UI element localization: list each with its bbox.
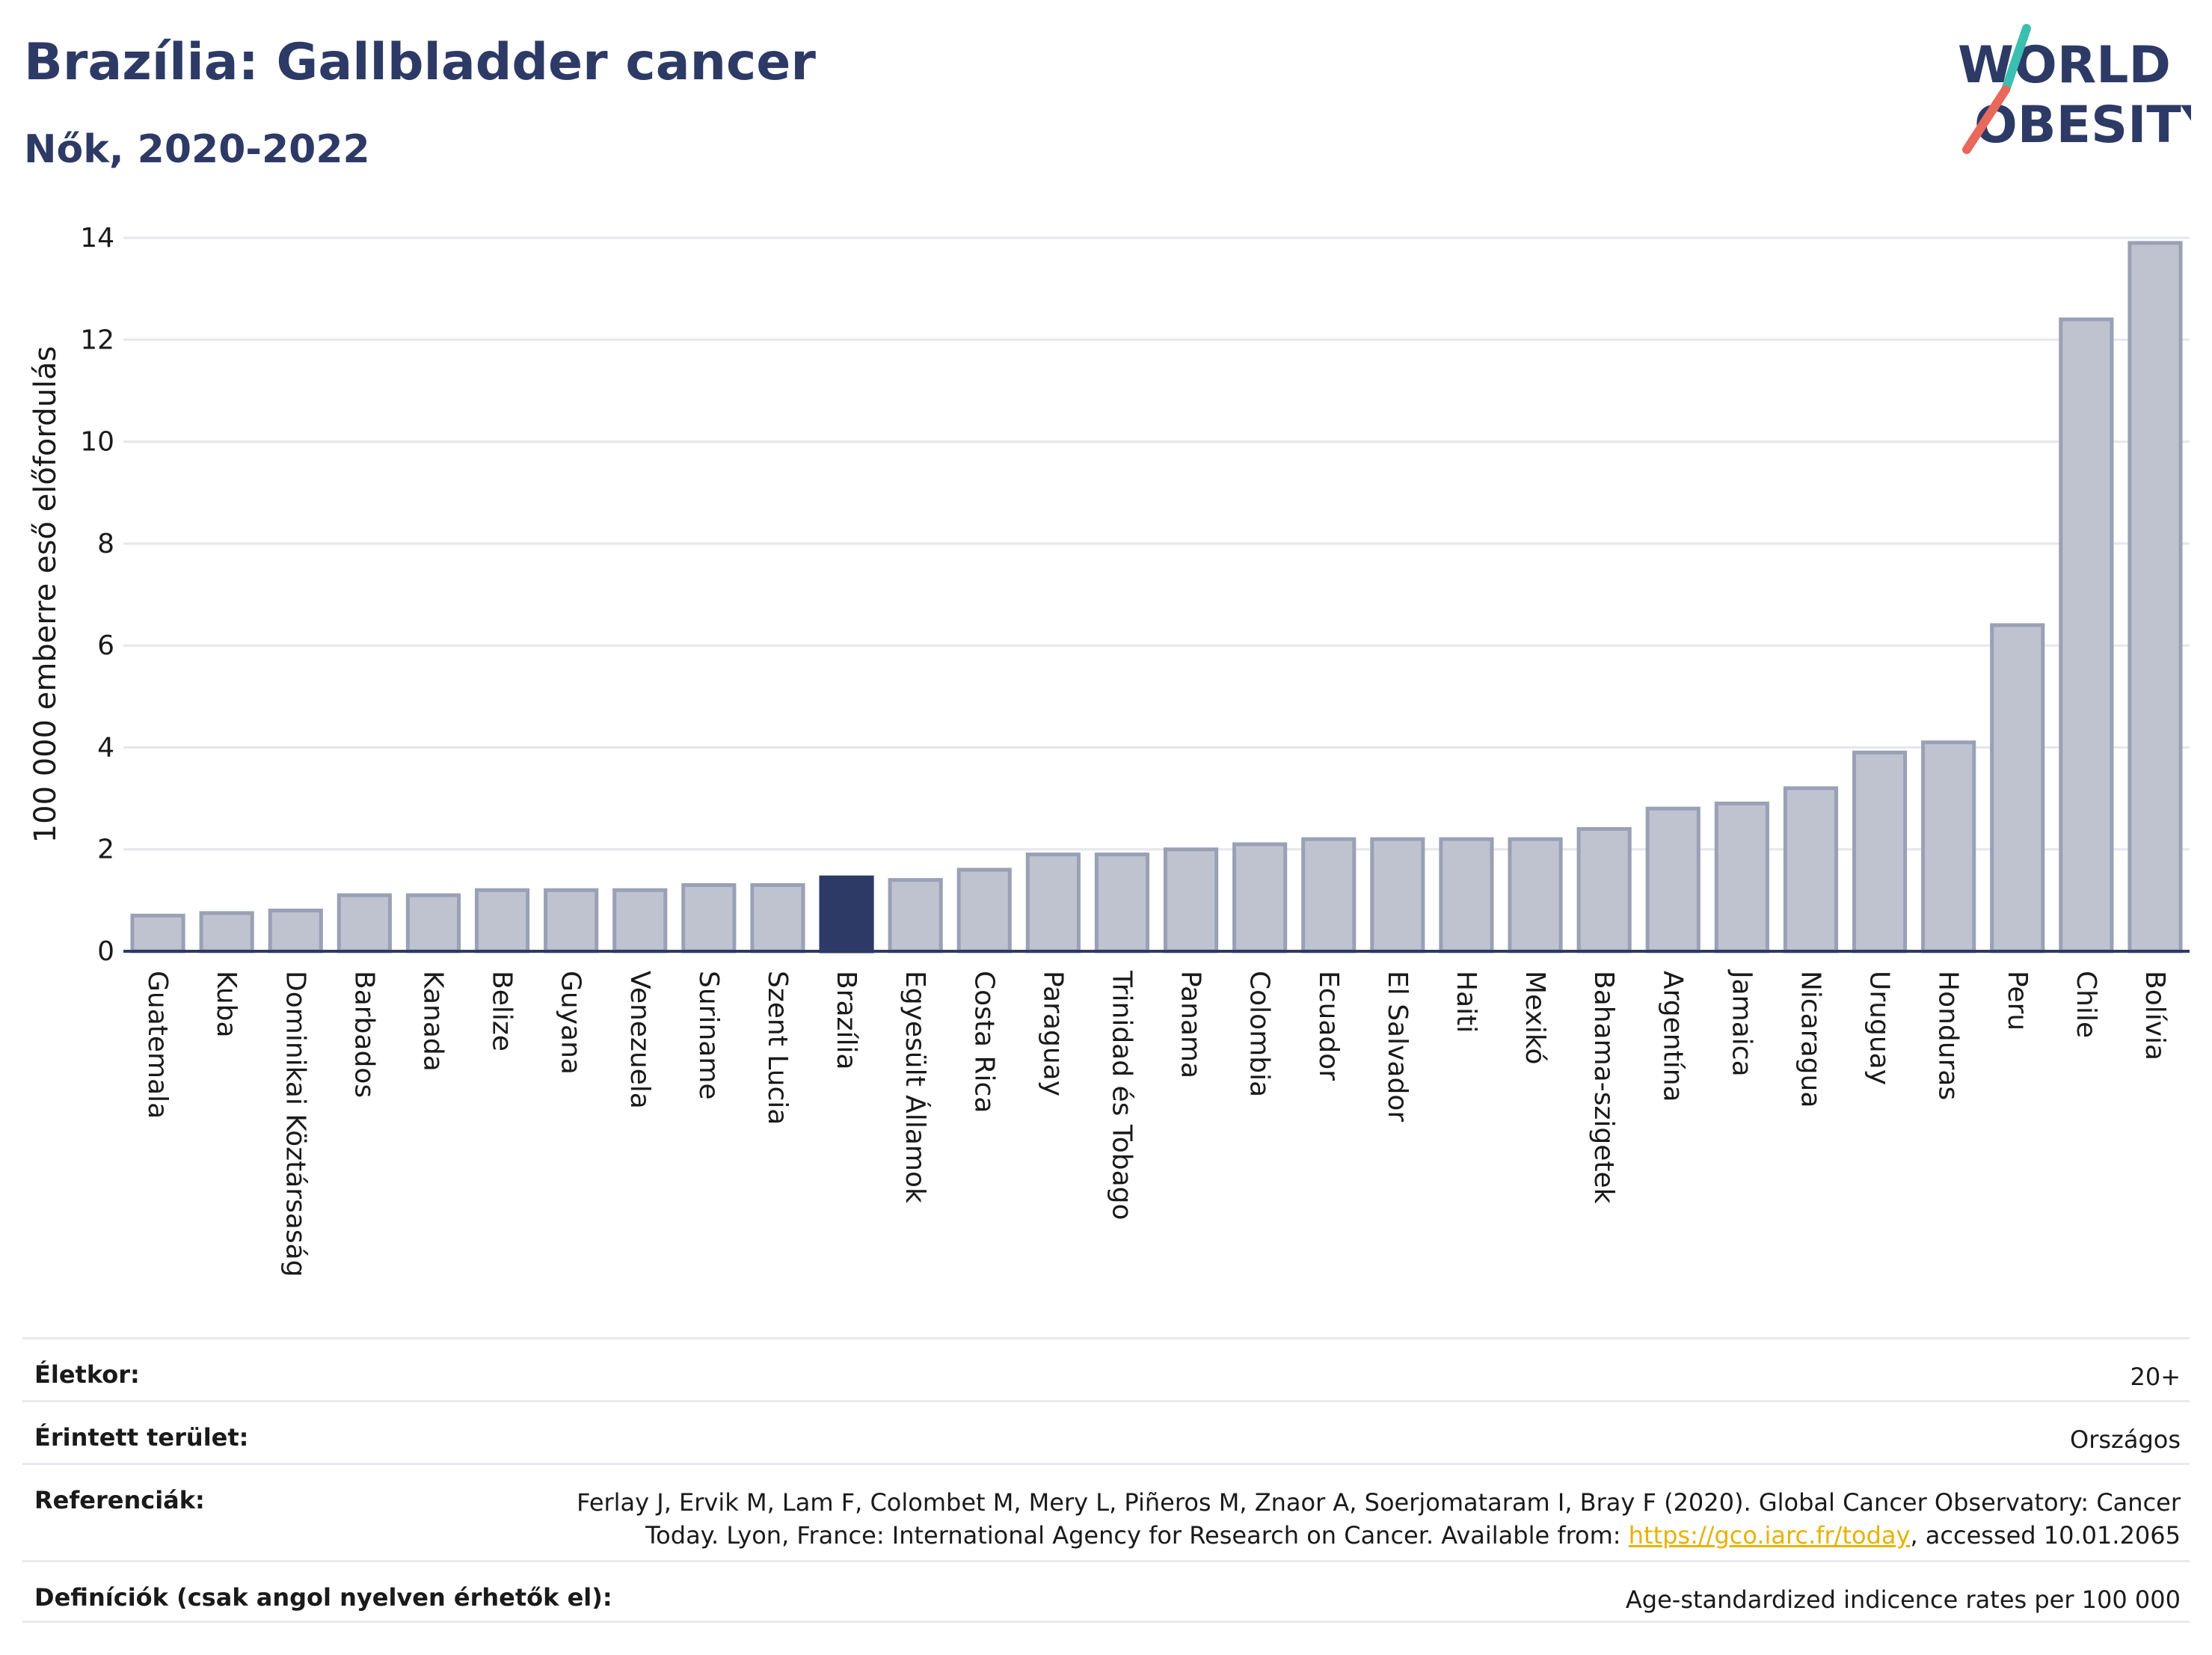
bar-Guatemala (130, 913, 185, 954)
meta-row-age: Életkor: 20+ (22, 1337, 2190, 1400)
x-tick-label: Guatemala (142, 971, 173, 1119)
x-tick-label: Costa Rica (968, 971, 999, 1113)
x-tick-label: Colombia (1244, 971, 1275, 1097)
x-tick-label: Peru (2002, 971, 2033, 1031)
y-tick-label: 12 (80, 325, 114, 355)
bar-chart: 0 2 4 6 8 10 12 14 100 000 emberre eső előfordul… (28, 223, 2190, 1277)
x-tick-label: Nicaragua (1795, 971, 1825, 1108)
x-tick-label: Kuba (211, 971, 242, 1038)
x-tick-label: Kanada (417, 971, 448, 1072)
y-tick-label: 2 (97, 835, 114, 865)
x-tick-label: Suriname (693, 971, 724, 1100)
x-tick-label: Honduras (1933, 971, 1964, 1100)
logo-slash-red (1962, 85, 2010, 154)
logo-slash-teal (2001, 24, 2031, 94)
x-tick-label: El Salvador (1382, 971, 1413, 1122)
bar-Panama (1163, 847, 1219, 954)
area-label: Érintett terület: (34, 1423, 249, 1452)
references-value: Ferlay J, Ervik M, Lam F, Colombet M, Me… (577, 1486, 2190, 1552)
bar-Paraguay (1025, 853, 1081, 954)
x-tick-label: Trinidad és Tobago (1106, 970, 1137, 1220)
x-tick-label: Dominikai Köztársaság (280, 971, 310, 1277)
bar-Dominikai Köztársaság (268, 908, 323, 954)
bar-Trinidad és Tobago (1094, 853, 1150, 954)
x-tick-label: Bahama-szigetek (1588, 971, 1619, 1204)
chart-subtitle: Nők, 2020-2022 (24, 127, 370, 172)
y-tick-label: 14 (80, 223, 114, 254)
reference-text-1: Ferlay J, Ervik M, Lam F, Colombet M, Me… (577, 1488, 2181, 1517)
definitions-value: Age-standardized indicence rates per 100… (1625, 1585, 2181, 1614)
reference-text-2: Today. Lyon, France: International Agenc… (645, 1521, 1629, 1550)
bar-Belize (474, 888, 530, 954)
x-tick-label: Panama (1176, 971, 1206, 1078)
x-tick-label: Paraguay (1037, 971, 1068, 1096)
x-tick-label: Egyesült Államok (900, 971, 931, 1203)
bar-Egyesült Államok (888, 878, 943, 954)
bar-Nicaragua (1783, 786, 1839, 954)
logo-text-world: WORLD (1958, 36, 2171, 95)
y-axis-title: 100 000 emberre eső előfordulás (28, 346, 63, 844)
x-tick-label: Chile (2071, 971, 2101, 1038)
x-tick-label: Brazília (831, 971, 861, 1070)
bar-Ecuador (1301, 837, 1357, 954)
meta-row-area: Érintett terület: Országos (22, 1400, 2190, 1463)
bar-Uruguay (1852, 750, 1908, 954)
x-tick-label: Guyana (556, 971, 586, 1075)
bar-Costa Rica (956, 868, 1012, 954)
age-value: 20+ (2130, 1363, 2181, 1391)
bar-Guyana (544, 888, 599, 954)
bar-Kuba (199, 911, 254, 954)
bar-Kanada (405, 893, 461, 954)
logo-text-obesity: OBESITY (1974, 96, 2191, 155)
meta-row-references: Referenciák: Ferlay J, Ervik M, Lam F, C… (22, 1463, 2190, 1560)
x-tick-label: Barbados (348, 971, 379, 1098)
chart-title: Brazília: Gallbladder cancer (24, 33, 816, 92)
reference-link[interactable]: https://gco.iarc.fr/today (1628, 1521, 1911, 1550)
x-tick-label: Venezuela (624, 971, 655, 1109)
bar-Szent Lucia (750, 882, 805, 954)
x-tick-label: Szent Lucia (762, 971, 793, 1125)
bar-Barbados (337, 893, 392, 954)
y-tick-label: 10 (80, 427, 114, 458)
bar-Haiti (1439, 837, 1494, 954)
definitions-label: Definíciók (csak angol nyelven érhetők e… (34, 1583, 612, 1612)
bar-Colombia (1232, 842, 1288, 954)
bar-Brazília (819, 875, 874, 954)
bar-Mexikó (1508, 837, 1563, 954)
bar-Argentína (1645, 806, 1701, 954)
metadata-table: Életkor: 20+ Érintett terület: Országos … (22, 1337, 2190, 1623)
y-tick-label: 8 (97, 529, 114, 559)
y-tick-label: 6 (97, 630, 114, 661)
y-tick-label: 0 (97, 936, 114, 967)
reference-text-3: , accessed 10.01.2065 (1910, 1521, 2181, 1550)
meta-row-definitions: Definíciók (csak angol nyelven érhetők e… (22, 1560, 2190, 1623)
bar-Bolívia (2127, 241, 2183, 954)
x-tick-label: Belize (487, 971, 517, 1051)
x-tick-label: Bolívia (2139, 971, 2170, 1060)
area-value: Országos (2070, 1425, 2181, 1454)
bar-Chile (2059, 317, 2114, 954)
bar-Bahama-szigetek (1576, 826, 1632, 954)
bar-Peru (1990, 623, 2045, 954)
bar-Honduras (1921, 740, 1976, 954)
y-tick-label: 4 (97, 732, 114, 763)
x-tick-label: Uruguay (1864, 971, 1895, 1085)
x-tick-label: Ecuador (1313, 971, 1344, 1081)
age-label: Életkor: (34, 1360, 140, 1389)
x-tick-label: Mexikó (1520, 971, 1550, 1064)
bar-Jamaica (1714, 801, 1769, 954)
bar-Suriname (681, 882, 737, 954)
world-obesity-logo: WORLD OBESITY (1958, 24, 2191, 155)
bar-Venezuela (612, 888, 668, 954)
references-label: Referenciák: (34, 1486, 205, 1514)
bar-El Salvador (1370, 837, 1425, 954)
x-tick-label: Argentína (1657, 971, 1688, 1102)
x-tick-label: Jamaica (1726, 969, 1757, 1077)
x-tick-label: Haiti (1451, 971, 1481, 1033)
